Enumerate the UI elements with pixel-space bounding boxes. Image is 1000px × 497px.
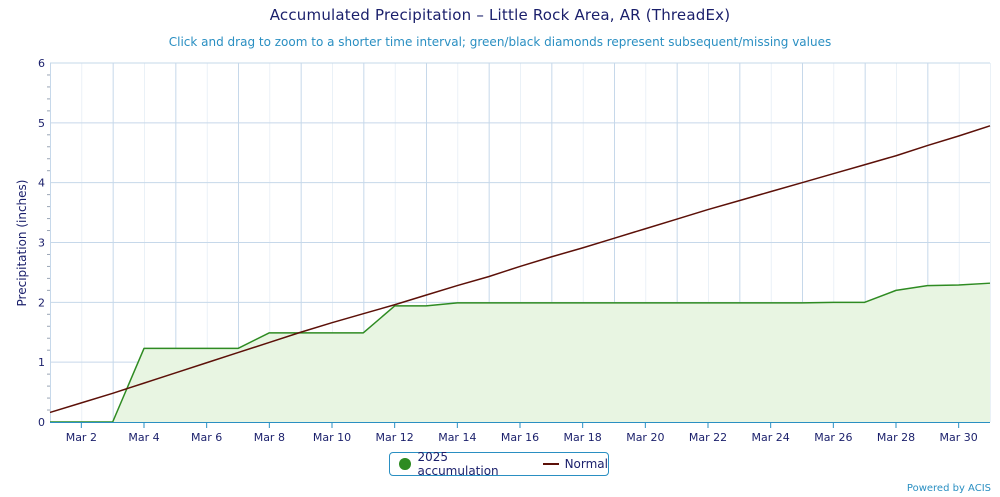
accumulation-point[interactable] bbox=[767, 299, 775, 307]
accumulation-point[interactable] bbox=[203, 344, 211, 352]
accumulation-point[interactable] bbox=[140, 344, 148, 352]
normal-point[interactable] bbox=[923, 142, 931, 150]
accumulation-point[interactable] bbox=[547, 299, 555, 307]
normal-point[interactable] bbox=[234, 349, 242, 357]
x-tick-label: Mar 4 bbox=[128, 431, 159, 444]
x-tick-label: Mar 8 bbox=[254, 431, 285, 444]
normal-point[interactable] bbox=[265, 338, 273, 346]
x-tick-label: Mar 6 bbox=[191, 431, 222, 444]
accumulation-area bbox=[50, 283, 990, 422]
normal-point[interactable] bbox=[861, 161, 869, 169]
chart-title: Accumulated Precipitation – Little Rock … bbox=[269, 6, 731, 24]
normal-point[interactable] bbox=[735, 197, 743, 205]
x-tick-label: Mar 24 bbox=[752, 431, 790, 444]
normal-point[interactable] bbox=[485, 273, 493, 281]
normal-point[interactable] bbox=[704, 206, 712, 214]
x-tick-label: Mar 28 bbox=[877, 431, 915, 444]
normal-point[interactable] bbox=[767, 188, 775, 196]
x-tick-label: Mar 10 bbox=[313, 431, 351, 444]
x-tick-label: Mar 22 bbox=[689, 431, 727, 444]
accumulation-point[interactable] bbox=[704, 299, 712, 307]
normal-point[interactable] bbox=[453, 282, 461, 290]
legend: 2025 accumulation Normal bbox=[389, 450, 609, 478]
normal-point[interactable] bbox=[579, 244, 587, 252]
normal-point[interactable] bbox=[391, 301, 399, 309]
accumulation-point[interactable] bbox=[171, 344, 179, 352]
y-tick-label: 2 bbox=[38, 296, 45, 309]
accumulation-point[interactable] bbox=[892, 286, 900, 294]
normal-point[interactable] bbox=[328, 319, 336, 327]
normal-point[interactable] bbox=[829, 170, 837, 178]
normal-point[interactable] bbox=[610, 234, 618, 242]
x-tick-label: Mar 26 bbox=[814, 431, 852, 444]
normal-point[interactable] bbox=[673, 215, 681, 223]
accumulation-point[interactable] bbox=[359, 329, 367, 337]
y-tick-label: 0 bbox=[38, 416, 45, 429]
accumulation-point[interactable] bbox=[923, 282, 931, 290]
x-tick-label: Mar 14 bbox=[438, 431, 476, 444]
legend-item-normal[interactable]: Normal bbox=[529, 457, 608, 471]
accumulation-point[interactable] bbox=[673, 299, 681, 307]
normal-line[interactable] bbox=[49, 125, 991, 414]
y-tick-label: 1 bbox=[38, 356, 45, 369]
accumulation-point[interactable] bbox=[735, 299, 743, 307]
x-tick-label: Mar 16 bbox=[501, 431, 539, 444]
x-tick-label: Mar 12 bbox=[376, 431, 414, 444]
axes: 0 1 2 3 4 5 6 Mar 2 Mar 4 Mar 6 Mar 8 Mar 10 Mar 12 M… bbox=[38, 57, 990, 444]
normal-point[interactable] bbox=[422, 291, 430, 299]
normal-point[interactable] bbox=[955, 132, 963, 140]
y-tick-label: 4 bbox=[38, 177, 45, 190]
y-tick-label: 3 bbox=[38, 237, 45, 250]
normal-point[interactable] bbox=[892, 152, 900, 160]
series-lines[interactable] bbox=[46, 122, 994, 426]
y-tick-label: 5 bbox=[38, 117, 45, 130]
legend-normal-label: Normal bbox=[564, 457, 608, 471]
accumulation-point[interactable] bbox=[986, 279, 994, 287]
accumulation-point[interactable] bbox=[485, 299, 493, 307]
chart-subtitle: Click and drag to zoom to a shorter time… bbox=[168, 35, 832, 49]
accumulation-point[interactable] bbox=[453, 299, 461, 307]
legend-normal-line-icon bbox=[542, 463, 559, 465]
normal-point[interactable] bbox=[641, 225, 649, 233]
y-axis-label: Precipitation (inches) bbox=[15, 180, 29, 307]
accumulation-point[interactable] bbox=[610, 299, 618, 307]
accumulation-point[interactable] bbox=[641, 299, 649, 307]
x-tick-label: Mar 20 bbox=[626, 431, 664, 444]
normal-point[interactable] bbox=[986, 122, 994, 130]
accumulation-line[interactable] bbox=[50, 282, 991, 423]
normal-point[interactable] bbox=[171, 369, 179, 377]
accumulation-point[interactable] bbox=[798, 299, 806, 307]
legend-item-accumulation[interactable]: 2025 accumulation bbox=[390, 450, 529, 478]
legend-accumulation-label: 2025 accumulation bbox=[417, 450, 499, 478]
x-tick-label: Mar 18 bbox=[564, 431, 602, 444]
powered-by-link[interactable]: Powered by ACIS bbox=[906, 483, 991, 494]
legend-accumulation-marker-icon bbox=[399, 458, 411, 470]
normal-point[interactable] bbox=[297, 328, 305, 336]
normal-point[interactable] bbox=[359, 310, 367, 318]
accumulation-point[interactable] bbox=[516, 299, 524, 307]
normal-point[interactable] bbox=[203, 359, 211, 367]
accumulation-point[interactable] bbox=[328, 329, 336, 337]
accumulation-point[interactable] bbox=[955, 281, 963, 289]
normal-point[interactable] bbox=[798, 179, 806, 187]
normal-point[interactable] bbox=[516, 262, 524, 270]
accumulation-point[interactable] bbox=[422, 302, 430, 310]
accumulation-point[interactable] bbox=[265, 329, 273, 337]
accumulation-point[interactable] bbox=[579, 299, 587, 307]
y-tick-label: 6 bbox=[38, 57, 45, 70]
accumulation-fill bbox=[50, 283, 990, 422]
accumulation-point[interactable] bbox=[829, 298, 837, 306]
x-tick-label: Mar 30 bbox=[940, 431, 978, 444]
normal-point[interactable] bbox=[109, 389, 117, 397]
x-tick-label: Mar 2 bbox=[66, 431, 97, 444]
normal-point[interactable] bbox=[547, 253, 555, 261]
accumulation-point[interactable] bbox=[861, 298, 869, 306]
normal-point[interactable] bbox=[77, 399, 85, 407]
normal-point[interactable] bbox=[140, 379, 148, 387]
